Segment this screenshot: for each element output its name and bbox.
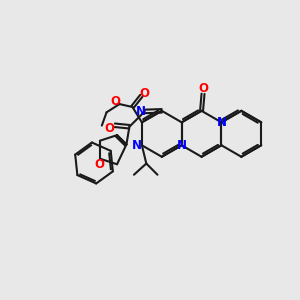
Text: N: N <box>136 105 146 118</box>
Text: N: N <box>177 139 187 152</box>
Text: O: O <box>198 82 208 95</box>
Text: O: O <box>110 94 120 108</box>
Text: O: O <box>94 158 104 170</box>
Text: O: O <box>140 87 150 100</box>
Text: O: O <box>105 122 115 135</box>
Text: N: N <box>132 139 142 152</box>
Text: N: N <box>216 116 226 129</box>
